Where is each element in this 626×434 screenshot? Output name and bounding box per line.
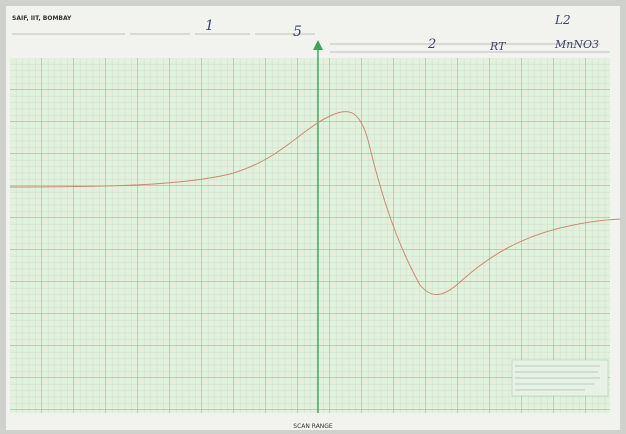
note-lines	[515, 365, 600, 391]
handwritten-code: L2	[554, 13, 571, 27]
lab-name: SAIF, IIT, BOMBAY	[12, 15, 72, 22]
handwritten-temperature: RT	[489, 40, 507, 53]
handwritten-sample: 2	[427, 37, 436, 52]
handwritten-field: 5	[293, 24, 302, 40]
handwritten-field: 1	[205, 18, 214, 34]
form-lines	[12, 33, 610, 53]
axis-label: SCAN RANGE	[293, 423, 333, 430]
epr-trace	[9, 111, 621, 295]
grid	[10, 58, 610, 413]
handwritten-compound: MnNO3	[554, 38, 599, 51]
center-marker	[313, 40, 323, 50]
